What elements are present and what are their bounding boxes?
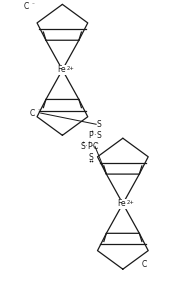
Text: S: S <box>97 120 101 129</box>
Text: ⁻: ⁻ <box>144 261 147 266</box>
Text: S: S <box>96 131 101 140</box>
Text: Fe: Fe <box>57 65 66 74</box>
Text: C: C <box>141 260 146 269</box>
Text: C: C <box>93 142 98 151</box>
Text: S: S <box>89 153 93 162</box>
Text: ·: · <box>93 131 95 140</box>
Text: C: C <box>30 109 35 118</box>
Text: ⁻: ⁻ <box>95 143 98 148</box>
Text: P: P <box>87 142 91 151</box>
Text: ⁻: ⁻ <box>38 110 41 115</box>
Text: ·: · <box>90 142 92 151</box>
Text: ⁻: ⁻ <box>32 3 35 8</box>
Text: ·: · <box>84 142 86 151</box>
Text: Fe: Fe <box>118 199 126 208</box>
Text: 2+: 2+ <box>67 66 74 72</box>
Text: P: P <box>89 131 93 140</box>
Text: C: C <box>24 2 29 11</box>
Text: 2+: 2+ <box>127 200 135 205</box>
Text: S: S <box>81 142 86 151</box>
